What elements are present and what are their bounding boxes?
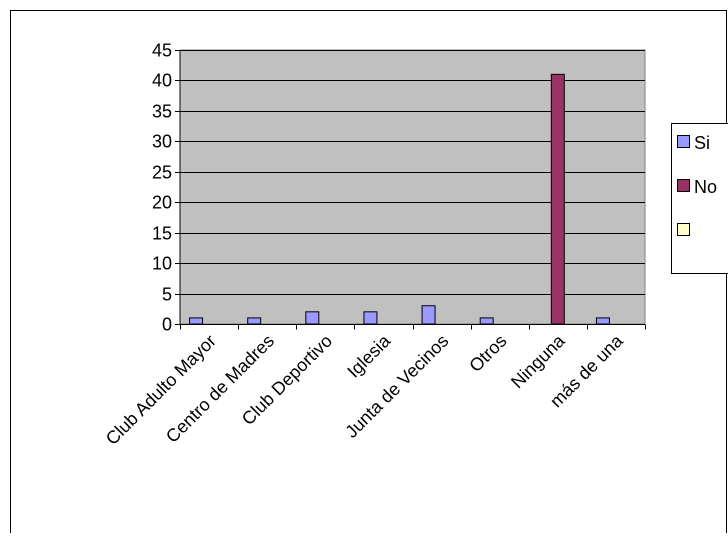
bar bbox=[190, 318, 203, 324]
y-tick-label: 20 bbox=[152, 193, 172, 213]
y-tick-label: 5 bbox=[162, 285, 172, 305]
y-tick-label: 35 bbox=[152, 102, 172, 122]
legend-swatch bbox=[678, 136, 690, 148]
legend-label: Si bbox=[694, 133, 710, 153]
bar bbox=[248, 318, 261, 324]
legend-swatch bbox=[678, 224, 690, 236]
y-tick-label: 25 bbox=[152, 163, 172, 183]
bar bbox=[364, 312, 377, 324]
y-tick-label: 10 bbox=[152, 254, 172, 274]
bar bbox=[422, 306, 435, 324]
y-tick-label: 45 bbox=[152, 41, 172, 61]
plot-area bbox=[180, 50, 645, 324]
bar bbox=[306, 312, 319, 324]
y-tick-label: 30 bbox=[152, 132, 172, 152]
legend: Si No bbox=[672, 124, 728, 274]
legend-swatch bbox=[678, 180, 690, 192]
bar bbox=[551, 74, 564, 324]
y-tick-label: 40 bbox=[152, 71, 172, 91]
bar bbox=[596, 318, 609, 324]
y-tick-label: 0 bbox=[162, 315, 172, 335]
legend-label: No bbox=[694, 177, 717, 197]
bar bbox=[480, 318, 493, 324]
y-tick-label: 15 bbox=[152, 224, 172, 244]
